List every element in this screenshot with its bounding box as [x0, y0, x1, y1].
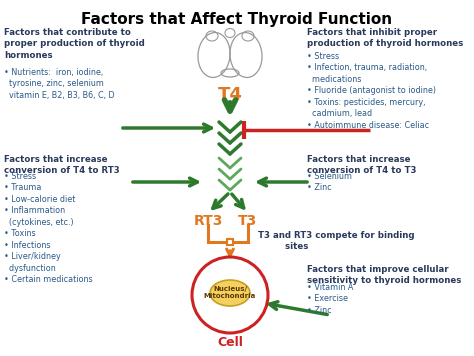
- Bar: [227, 239, 233, 245]
- Text: Factors that improve cellular
sensitivity to thyroid hormones: Factors that improve cellular sensitivit…: [307, 265, 461, 286]
- Text: T3 and RT3 compete for binding
         sites: T3 and RT3 compete for binding sites: [258, 231, 414, 251]
- Text: RT3: RT3: [193, 214, 223, 228]
- Text: • Nutrients:  iron, iodine,
  tyrosine, zinc, selenium
  vitamin E, B2, B3, B6, : • Nutrients: iron, iodine, tyrosine, zin…: [4, 68, 115, 100]
- Text: Nucleus/
Mitochondria: Nucleus/ Mitochondria: [204, 287, 256, 299]
- Text: Factors that increase
conversion of T4 to T3: Factors that increase conversion of T4 t…: [307, 155, 417, 176]
- Ellipse shape: [210, 280, 250, 306]
- Text: T3: T3: [238, 214, 258, 228]
- Text: Factors that Affect Thyroid Function: Factors that Affect Thyroid Function: [82, 12, 392, 27]
- Text: Factors that inhibit proper
production of thyroid hormones: Factors that inhibit proper production o…: [307, 28, 463, 48]
- Text: Cell: Cell: [217, 336, 243, 349]
- Text: • Stress
• Trauma
• Low-calorie diet
• Inflammation
  (cytokines, etc.)
• Toxins: • Stress • Trauma • Low-calorie diet • I…: [4, 172, 92, 284]
- Text: • Selenium
• Zinc: • Selenium • Zinc: [307, 172, 352, 193]
- Text: Factors that increase
conversion of T4 to RT3: Factors that increase conversion of T4 t…: [4, 155, 120, 176]
- Text: T4: T4: [218, 86, 242, 104]
- Text: • Vitamin A
• Exercise
• Zinc: • Vitamin A • Exercise • Zinc: [307, 283, 354, 315]
- Text: Factors that contribute to
proper production of thyroid
hormones: Factors that contribute to proper produc…: [4, 28, 145, 60]
- Text: • Stress
• Infection, trauma, radiation,
  medications
• Fluoride (antagonist to: • Stress • Infection, trauma, radiation,…: [307, 52, 436, 130]
